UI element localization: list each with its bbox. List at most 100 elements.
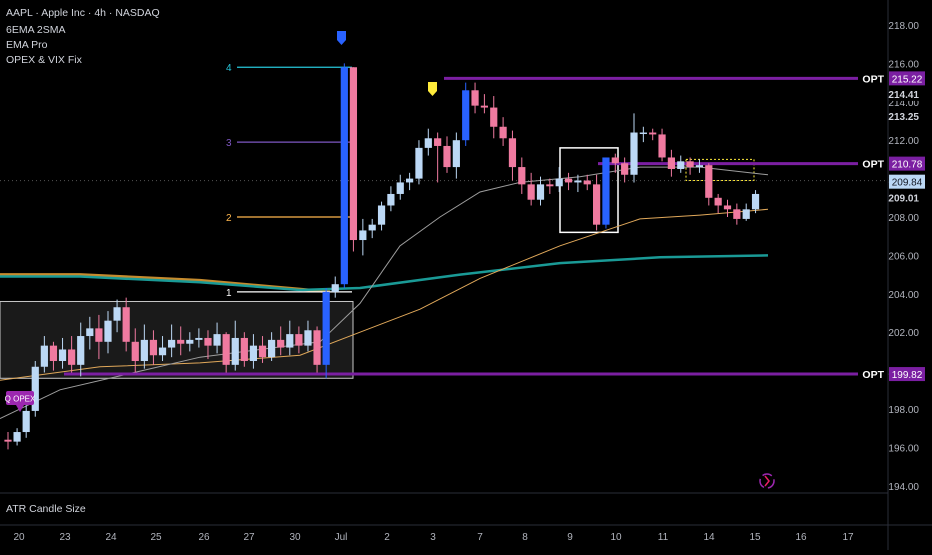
candle-body <box>667 157 675 169</box>
candle-body <box>359 230 367 241</box>
candle-body <box>322 291 330 365</box>
indicator-6ema-2sma[interactable]: 6EMA 2SMA <box>6 24 66 36</box>
opt-price-box[interactable] <box>889 367 925 382</box>
candle-body <box>95 328 103 342</box>
q-opex-pointer <box>16 405 24 412</box>
opt-price-box[interactable] <box>889 71 925 86</box>
opt-price-box[interactable] <box>889 156 925 171</box>
candle-body <box>58 349 67 361</box>
price-readout-bg <box>889 190 925 205</box>
candle-body <box>258 345 267 358</box>
candle-body <box>277 339 285 348</box>
y-tick-label: 196.00 <box>888 443 919 454</box>
candle-body <box>499 126 507 139</box>
candle-body <box>677 161 685 169</box>
candle-body <box>480 105 488 108</box>
candle-body <box>349 67 358 241</box>
candle-body <box>195 337 203 340</box>
opt-price-value: 215.22 <box>892 74 923 85</box>
q-opex-text: Q OPEX <box>5 395 36 404</box>
tv-logo-mark <box>764 475 770 487</box>
q-opex-badge[interactable] <box>6 391 34 405</box>
level-label-1: 1 <box>226 288 232 299</box>
candle-body <box>286 334 294 348</box>
y-tick-label: 216.00 <box>888 59 919 70</box>
candle-body <box>649 132 657 135</box>
candle-body <box>122 307 130 342</box>
candle-body <box>113 307 121 321</box>
candle-body <box>733 209 741 219</box>
candle-body <box>49 345 58 361</box>
candle-body <box>621 163 629 175</box>
candle-body <box>705 165 713 198</box>
candle-body <box>340 67 348 285</box>
candle-body <box>249 345 258 361</box>
consolidation-box <box>0 300 354 379</box>
candle-body <box>611 157 619 164</box>
candle-body <box>313 330 321 365</box>
candle-body <box>742 209 750 219</box>
current-price-box[interactable] <box>889 174 925 189</box>
tv-logo-icon[interactable] <box>759 473 775 489</box>
candle-body <box>31 366 39 411</box>
candle-body <box>77 336 85 365</box>
x-tick-label: Jul <box>335 532 348 543</box>
level-label-4: 4 <box>226 63 232 74</box>
x-tick-label: 17 <box>842 532 854 543</box>
y-tick-label: 202.00 <box>888 328 919 339</box>
x-tick-label: 27 <box>243 532 255 543</box>
candle-body <box>443 145 451 168</box>
candle-body <box>723 205 732 210</box>
candle-body <box>714 197 722 206</box>
candle-body <box>368 224 376 231</box>
candle-body <box>564 178 573 183</box>
indicator-opex-vix-fix[interactable]: OPEX & VIX Fix <box>6 54 82 66</box>
indicator-ema-pro[interactable]: EMA Pro <box>6 39 48 51</box>
candle-body <box>462 90 470 141</box>
level-label-3: 3 <box>226 138 232 149</box>
candle-body <box>22 410 30 433</box>
symbol-title[interactable]: AAPL · Apple Inc · 4h · NASDAQ <box>6 7 160 19</box>
candle-body <box>295 334 303 346</box>
candle-body <box>204 337 212 346</box>
x-tick-label: 3 <box>430 532 436 543</box>
candle-body <box>240 337 248 361</box>
candle-body <box>4 439 12 442</box>
x-tick-label: 2 <box>384 532 390 543</box>
candle-body <box>434 138 442 146</box>
candle-body <box>140 339 148 361</box>
candle-body <box>268 339 276 358</box>
yellow-down-marker[interactable] <box>428 82 437 96</box>
candle-body <box>536 184 545 200</box>
price-readout: 209.01 <box>888 194 919 205</box>
opt-label: OPT <box>862 369 884 381</box>
candle-body <box>639 132 647 135</box>
atr-pane-label[interactable]: ATR Candle Size <box>6 503 86 515</box>
x-tick-label: 14 <box>703 532 715 543</box>
candle-body <box>658 134 666 158</box>
blue-down-marker[interactable] <box>337 31 346 45</box>
x-tick-label: 7 <box>477 532 483 543</box>
candle-body <box>546 184 554 187</box>
x-tick-label: 15 <box>749 532 761 543</box>
candle-body <box>508 138 517 168</box>
candle-body <box>415 147 423 179</box>
price-readout-bg <box>889 86 925 101</box>
candle-body <box>86 328 94 337</box>
candle-body <box>186 339 194 344</box>
candle-body <box>406 178 414 183</box>
price-readout-bg <box>889 109 925 124</box>
ema-fast-line <box>0 166 769 420</box>
y-tick-label: 194.00 <box>888 482 919 493</box>
x-tick-label: 26 <box>198 532 210 543</box>
y-tick-label: 204.00 <box>888 290 919 301</box>
y-tick-label: 208.00 <box>888 213 919 224</box>
price-readout: 214.41 <box>888 90 919 101</box>
candle-body <box>68 349 76 365</box>
candle-body <box>593 184 601 225</box>
candle-body <box>331 284 339 292</box>
y-tick-label: 198.00 <box>888 405 919 416</box>
candle-body <box>40 345 48 367</box>
